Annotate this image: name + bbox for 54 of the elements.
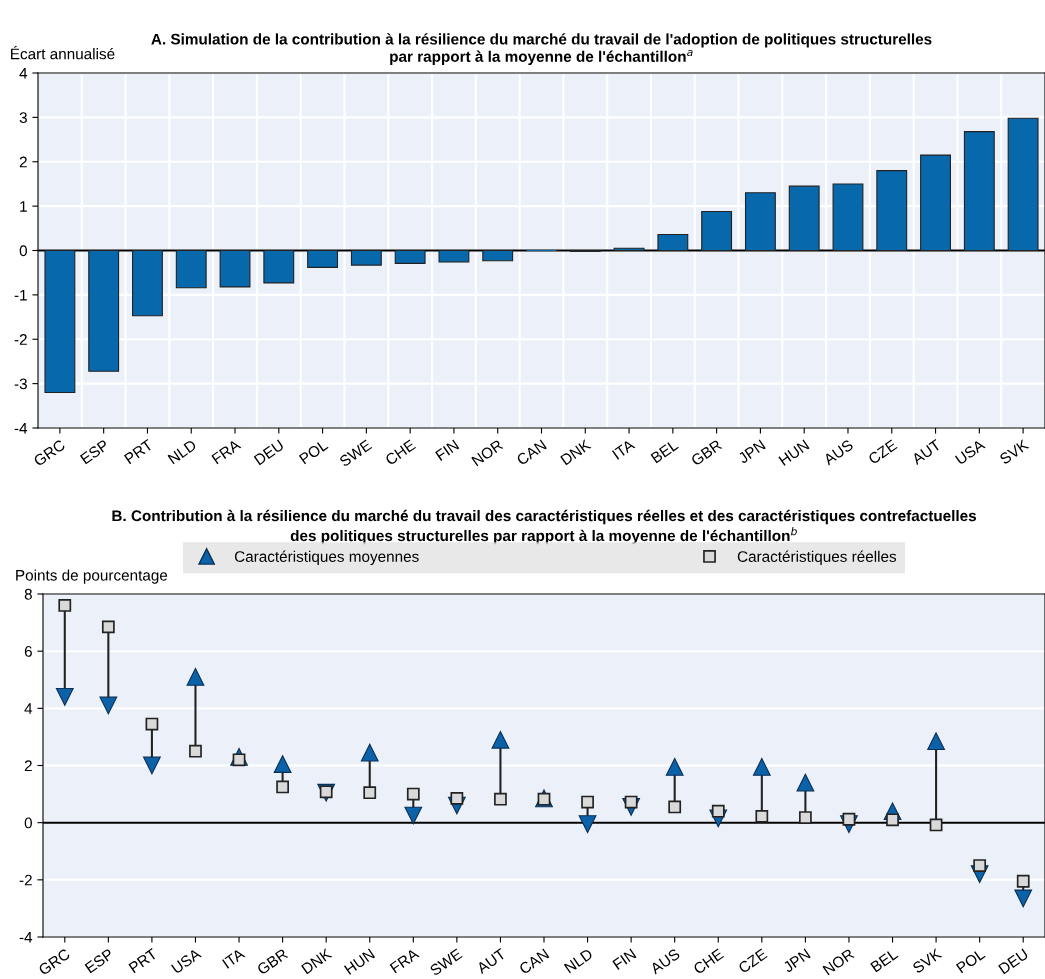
x-tick-label: NLD [563, 948, 594, 974]
x-tick-label: CAN [515, 439, 547, 466]
x-tick-label: GBR [256, 948, 289, 976]
y-tick-label: -4 [19, 932, 33, 943]
x-tick-label: USA [170, 947, 202, 974]
x-tick-label: FRA [389, 947, 420, 974]
x-tick-label: SVK [998, 438, 1030, 465]
x-tick-label: NLD [167, 439, 197, 465]
x-tick-label: POL [955, 948, 986, 974]
x-tick-label: ESP [84, 948, 115, 974]
x-tick-label: ITA [221, 947, 246, 969]
y-tick-label: 4 [24, 703, 33, 714]
y-tick-label: -2 [14, 334, 27, 345]
y-tick-label: 0 [24, 817, 32, 829]
y-tick-label: 4 [19, 68, 28, 79]
x-tick-label: BEL [870, 948, 899, 973]
y-tick-label: -3 [14, 378, 27, 390]
y-tick-label: 6 [24, 646, 32, 657]
x-tick-label: FIN [612, 948, 637, 970]
x-tick-label: SVK [911, 947, 943, 974]
x-tick-label: GRC [37, 948, 71, 976]
y-axis-title: Points de pourcentage [16, 569, 168, 584]
x-tick-label: ITA [612, 438, 636, 460]
x-tick-label: ESP [79, 439, 110, 465]
x-tick-label: POL [298, 439, 329, 465]
y-tick-label: -1 [14, 289, 27, 301]
x-tick-label: PRT [123, 439, 154, 465]
x-tick-label: CHE [692, 948, 725, 975]
y-tick-label: -2 [19, 874, 32, 886]
legend-label: Caractéristiques moyennes [234, 550, 419, 565]
x-tick-label: CHE [384, 439, 417, 466]
x-tick-label: BEL [650, 439, 679, 464]
x-tick-label: JPN [782, 948, 811, 974]
legend-label: Caractéristiques réelles [737, 550, 897, 565]
y-axis-title: Écart annualisé [11, 45, 115, 60]
chart-title: B. Contribution à la résilience du marché du travail des caractéristiques réelles et des caractéristiques contrefactuelles des politiques structurelles par rapport à la moyenne de l'échantillon$^{b}$ [112, 509, 977, 545]
y-tick-label: 2 [19, 156, 27, 168]
y-tick-label: 1 [20, 201, 27, 212]
x-tick-label: GBR [690, 439, 723, 467]
x-tick-label: FRA [211, 438, 242, 465]
y-tick-label: 0 [19, 245, 27, 257]
x-tick-label: FIN [435, 439, 460, 461]
y-tick-label: 8 [24, 588, 32, 600]
x-tick-label: CZE [867, 439, 898, 465]
chart-title: A. Simulation de la contribution à la résilience du marché du travail de l'adoption de politiques structurelles par rapport à la moyenne de l'échantillon$^{a}$ [151, 33, 932, 65]
y-tick-label: -4 [14, 423, 28, 434]
x-tick-label: CZE [737, 948, 768, 974]
y-tick-label: 2 [24, 760, 32, 772]
x-tick-label: GRC [32, 439, 66, 467]
y-tick-label: 3 [19, 112, 27, 124]
x-tick-label: PRT [128, 948, 158, 974]
x-tick-label: USA [954, 438, 986, 465]
x-tick-label: JPN [737, 439, 766, 465]
x-tick-label: CAN [518, 948, 550, 975]
